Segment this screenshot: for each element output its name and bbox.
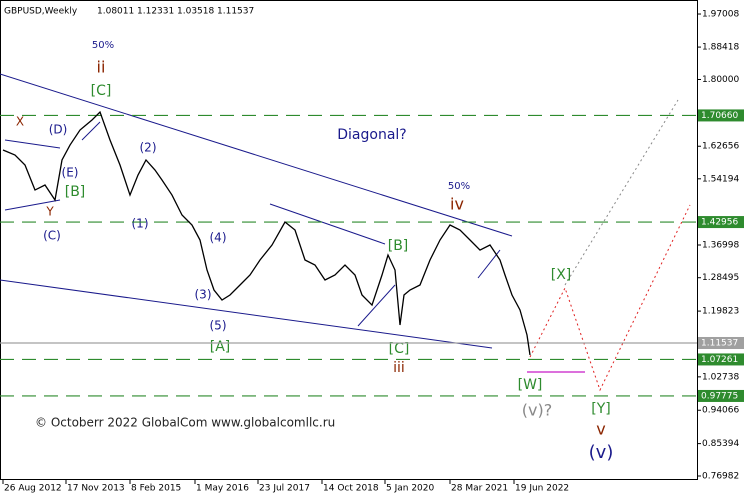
y-tick-label: 1.80000 xyxy=(702,75,739,85)
open: 1.08011 xyxy=(97,7,134,17)
wave-label: [C] xyxy=(91,83,112,99)
wave-label: (D) xyxy=(49,123,68,137)
y-tick-label: 0.76982 xyxy=(702,471,739,481)
fib-label: 50% xyxy=(92,40,114,51)
price-line xyxy=(2,110,531,356)
x-tick-label: 19 Jun 2022 xyxy=(515,484,569,494)
level-box xyxy=(698,216,744,229)
wave-label: (v) xyxy=(589,442,614,463)
wave-label: [B] xyxy=(388,238,409,254)
fib-label: 50% xyxy=(448,181,470,192)
level-box xyxy=(698,389,744,402)
level-box xyxy=(698,353,744,366)
x-tick-label: 17 Nov 2013 xyxy=(67,484,125,494)
wave-label: (2) xyxy=(140,141,157,155)
level-label: 0.97775 xyxy=(701,391,738,401)
level-label: 1.11537 xyxy=(701,338,738,348)
forecast-path xyxy=(529,204,691,392)
wave-label: (E) xyxy=(62,166,79,180)
x-tick-label: 23 Jul 2017 xyxy=(259,484,310,494)
wave-label: (5) xyxy=(210,319,227,333)
x-tick-label: 28 Mar 2021 xyxy=(451,484,508,494)
x-tick-label: 8 Feb 2015 xyxy=(131,484,181,494)
y-tick-label: 1.02738 xyxy=(702,372,739,382)
wave-label: ii xyxy=(97,58,106,77)
y-tick-label: 1.36998 xyxy=(702,240,739,250)
y-tick-label: 1.19823 xyxy=(702,307,739,317)
wave-label: (4) xyxy=(210,231,227,245)
high: 1.12331 xyxy=(137,7,174,17)
x-tick-label: 26 Aug 2012 xyxy=(4,484,62,494)
x-tick-label: 1 May 2016 xyxy=(196,484,249,494)
copyright: © Octoberr 2022 GlobalCom www.globalcoml… xyxy=(35,416,335,430)
y-tick-label: 1.97008 xyxy=(702,10,739,20)
wave-label: [W] xyxy=(518,377,543,393)
close: 1.11537 xyxy=(217,7,254,17)
x-tick-label: 14 Oct 2018 xyxy=(323,484,379,494)
plot-frame xyxy=(0,0,698,480)
forecast-alt xyxy=(564,99,679,286)
level-label: 1.42956 xyxy=(701,218,738,228)
y-tick-label: 1.28495 xyxy=(702,273,739,283)
y-tick-label: 1.88418 xyxy=(702,43,739,53)
y-tick-label: 0.85394 xyxy=(702,439,739,449)
y-tick-label: 0.94066 xyxy=(702,406,739,416)
wave-label: iii xyxy=(393,360,405,376)
note: Diagonal? xyxy=(337,127,406,143)
level-box xyxy=(698,336,744,349)
wave-label: iv xyxy=(450,195,464,214)
wave-label: Y xyxy=(45,205,54,219)
wave-label: [B] xyxy=(65,184,86,200)
annotations: X ii 50% [C] (D) (E) [B] Y (C) (2) (1) (… xyxy=(16,40,613,463)
wave-label: [X] xyxy=(551,267,572,283)
wave-label: [Y] xyxy=(591,401,610,417)
wave-label: v xyxy=(596,420,605,439)
level-label: 1.70660 xyxy=(701,111,738,121)
wave-label: (3) xyxy=(195,288,212,302)
y-tick-label: 1.54194 xyxy=(702,174,739,184)
low: 1.03518 xyxy=(177,7,214,17)
wave-label: (1) xyxy=(132,217,149,231)
wave-label: [A] xyxy=(210,339,231,355)
wave-label: (v)? xyxy=(522,401,552,420)
level-box xyxy=(698,109,744,122)
y-tick-label: 1.62656 xyxy=(702,142,739,152)
wave-label: (C) xyxy=(43,229,61,243)
wave-label: X xyxy=(16,115,24,129)
x-tick-label: 5 Jan 2020 xyxy=(386,484,434,494)
wave-label: [C] xyxy=(389,341,410,357)
symbol: GBPUSD,Weekly xyxy=(4,7,78,17)
level-label: 1.07261 xyxy=(701,355,738,365)
